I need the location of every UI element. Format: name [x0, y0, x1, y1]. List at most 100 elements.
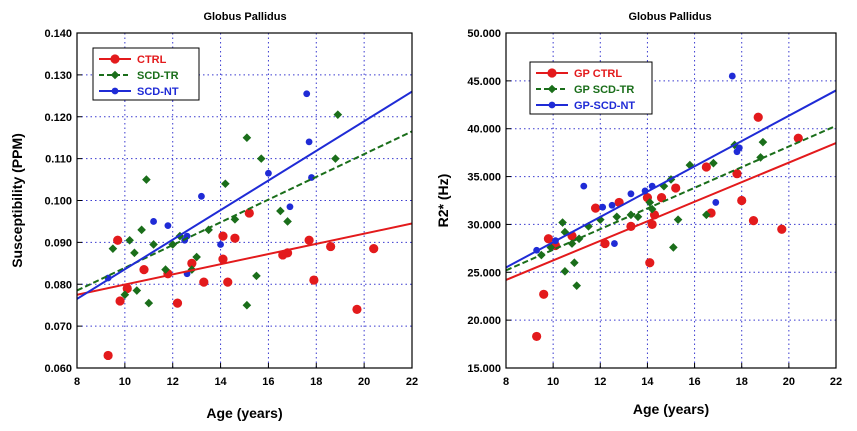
y-tick-label: 45.000 — [467, 76, 501, 88]
data-point-nt — [712, 199, 720, 206]
data-point-ctrl — [230, 233, 240, 243]
chart-panel-2: 8 10 12 14 16 18 20 22 15.000 20.000 25.000 30.000 3… — [435, 11, 842, 417]
y-tick-label: 15.000 — [467, 363, 501, 375]
data-point-ctrl — [218, 231, 228, 241]
data-point-ctrl — [543, 234, 554, 244]
data-point-nt — [303, 90, 311, 98]
y-tick-label: 0.090 — [44, 237, 72, 249]
data-point-nt — [608, 201, 616, 209]
legend-label-tr: GP SCD-TR — [574, 84, 634, 96]
data-point-ctrl — [103, 350, 113, 361]
data-point-tr — [570, 258, 579, 268]
data-point-nt — [198, 192, 205, 200]
data-point-tr — [673, 215, 683, 224]
data-point-tr — [645, 198, 655, 207]
y-tick-label: 0.060 — [44, 363, 72, 375]
fit-line-tr — [506, 124, 836, 272]
data-point-ctrl — [590, 203, 601, 213]
data-point-tr — [333, 110, 343, 119]
legend-label-ctrl: GP CTRL — [574, 68, 622, 80]
data-point-ctrl — [304, 235, 314, 245]
data-point-tr — [702, 210, 711, 220]
data-point-ctrl — [532, 331, 542, 342]
data-point-tr — [560, 227, 570, 237]
plot-frame — [505, 32, 837, 369]
data-point-ctrl — [793, 133, 803, 143]
fit-line-ctrl — [506, 142, 836, 281]
x-axis-label: Age (years) — [633, 401, 709, 417]
data-point-tr — [120, 290, 130, 300]
data-point-ctrl — [737, 195, 747, 206]
y-tick-label: 20.000 — [467, 315, 501, 327]
data-layer — [77, 90, 412, 361]
data-point-ctrl — [539, 289, 549, 299]
data-point-ctrl — [647, 219, 657, 230]
data-point-nt — [627, 190, 635, 198]
data-point-ctrl — [645, 258, 655, 268]
data-point-tr — [709, 158, 718, 168]
fit-line-ctrl — [77, 222, 412, 296]
data-point-nt — [305, 138, 313, 146]
y-tick-label: 50.000 — [467, 28, 501, 40]
data-point-ctrl — [244, 208, 254, 218]
y-tick-label: 0.110 — [45, 154, 72, 166]
y-tick-label: 0.120 — [44, 112, 72, 124]
x-tick-label: 16 — [262, 376, 274, 388]
data-point-ctrl — [777, 224, 787, 234]
data-point-nt — [150, 218, 157, 225]
data-point-nt — [611, 240, 618, 247]
data-point-ctrl — [326, 241, 336, 252]
data-point-nt — [599, 203, 607, 211]
y-tick-label: 30.000 — [467, 219, 501, 231]
y-tick-label: 0.130 — [44, 70, 72, 82]
data-point-tr — [574, 234, 584, 244]
y-tick-label: 0.100 — [44, 196, 72, 208]
data-point-tr — [567, 239, 577, 248]
legend-marker-tr — [110, 70, 120, 80]
data-point-tr — [144, 298, 154, 308]
data-point-ctrl — [753, 112, 763, 122]
chart-title: Globus Pallidus — [203, 11, 286, 23]
data-point-tr — [331, 154, 340, 163]
chart-title: Globus Pallidus — [628, 11, 711, 23]
data-point-nt — [183, 232, 191, 240]
data-point-nt — [286, 203, 294, 211]
x-tick-label: 8 — [503, 376, 509, 388]
data-point-tr — [685, 160, 695, 170]
data-point-ctrl — [199, 277, 209, 287]
x-tick-label: 20 — [358, 376, 370, 388]
data-point-nt — [580, 182, 588, 190]
data-point-tr — [659, 181, 669, 191]
x-tick-label: 22 — [406, 376, 418, 388]
plot-frame — [76, 32, 413, 369]
x-tick-label: 10 — [547, 376, 559, 388]
series-nt — [533, 72, 743, 254]
legend: CTRL SCD-TR SCD-NT — [92, 47, 200, 101]
legend-marker-ctrl — [547, 68, 557, 78]
x-tick-label: 8 — [74, 376, 80, 388]
legend-label-ctrl: CTRL — [137, 54, 167, 66]
legend: GP CTRL GP SCD-TR GP-SCD-NT — [529, 61, 653, 115]
data-point-tr — [612, 212, 622, 222]
data-point-nt — [735, 144, 743, 152]
x-tick-label: 16 — [688, 376, 700, 388]
data-point-tr — [149, 240, 158, 249]
data-point-ctrl — [115, 296, 125, 306]
data-point-tr — [669, 243, 678, 252]
data-point-ctrl — [671, 183, 681, 193]
data-point-tr — [560, 267, 570, 276]
x-tick-label: 14 — [214, 376, 227, 388]
data-point-tr — [161, 265, 170, 274]
data-point-tr — [256, 154, 266, 163]
data-point-ctrl — [369, 244, 379, 254]
data-point-nt — [265, 169, 272, 177]
data-point-ctrl — [172, 298, 183, 308]
legend-marker-ctrl — [110, 54, 120, 64]
x-tick-label: 20 — [783, 376, 795, 388]
y-axis-label: R2* (Hz) — [435, 174, 451, 228]
data-point-nt — [217, 241, 224, 248]
legend-label-tr: SCD-TR — [137, 70, 179, 82]
series-ctrl — [103, 208, 379, 361]
data-point-tr — [221, 179, 230, 189]
